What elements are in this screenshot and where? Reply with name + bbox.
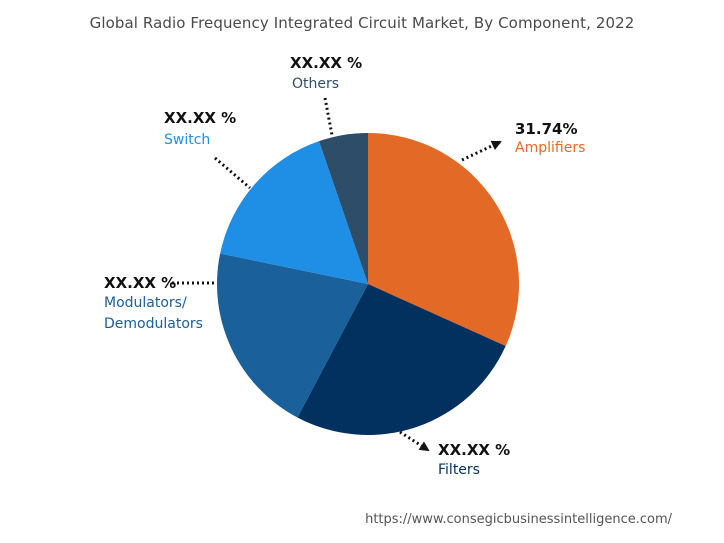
modulators-percent: XX.XX % (104, 274, 176, 292)
filters-leader (399, 430, 429, 452)
switch-leader (214, 156, 251, 190)
pie-slices (217, 133, 519, 435)
pie-slice-modulators-demodulators (217, 253, 368, 418)
pie-slice-filters (297, 284, 506, 435)
leader-lines (172, 97, 502, 452)
others-percent: XX.XX % (290, 54, 362, 72)
amplifiers-leader-arrowhead (490, 140, 502, 150)
filters-percent: XX.XX % (438, 441, 510, 459)
modulators-label-line2: Demodulators (104, 316, 203, 332)
filters-label: Filters (438, 462, 480, 478)
amplifiers-percent: 31.74% (515, 120, 577, 138)
source-url: https://www.consegicbusinessintelligence… (365, 512, 672, 527)
filters-leader-arrowhead (418, 441, 430, 452)
pie-slice-others (319, 133, 368, 284)
pie-slice-switch (220, 141, 368, 284)
switch-label: Switch (164, 132, 210, 148)
switch-percent: XX.XX % (164, 109, 236, 127)
others-label: Others (292, 76, 339, 92)
others-leader (323, 97, 334, 136)
modulators-label-line1: Modulators/ (104, 295, 187, 311)
pie-slice-amplifiers (368, 133, 519, 347)
chart-title: Global Radio Frequency Integrated Circui… (89, 14, 635, 32)
amplifiers-label: Amplifiers (515, 140, 585, 156)
